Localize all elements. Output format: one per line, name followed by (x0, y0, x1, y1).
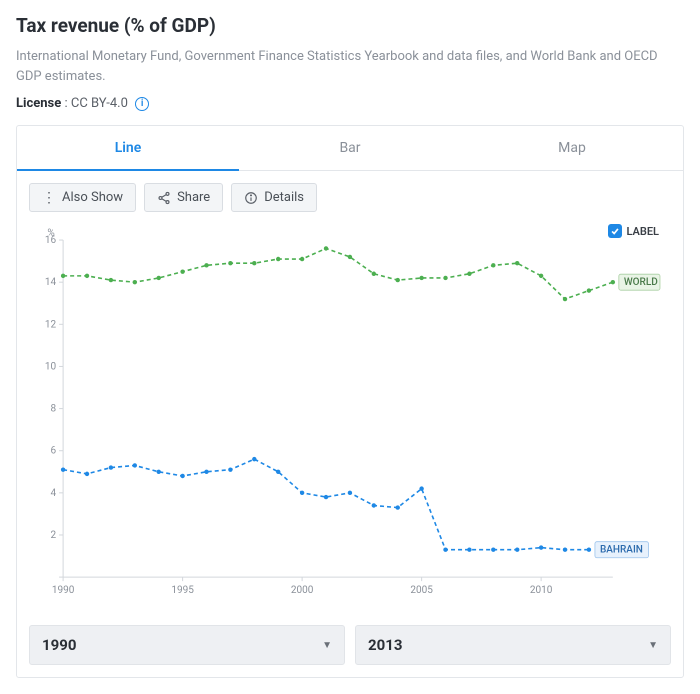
chevron-down-icon: ▼ (322, 640, 332, 651)
line-chart: 246810121416%19901995200020052010WORLDBA… (29, 222, 671, 603)
page-title: Tax revenue (% of GDP) (16, 14, 684, 37)
svg-text:1990: 1990 (52, 585, 75, 596)
label-toggle[interactable]: LABEL (608, 224, 659, 238)
page-subtitle: International Monetary Fund, Government … (16, 47, 684, 86)
info-outline-icon (244, 191, 258, 205)
svg-text:2: 2 (50, 530, 56, 541)
svg-text:4: 4 (50, 488, 56, 499)
details-button[interactable]: Details (231, 183, 317, 212)
license-label: License (16, 96, 61, 111)
svg-text:WORLD: WORLD (624, 277, 658, 288)
svg-text:BAHRAIN: BAHRAIN (600, 545, 643, 556)
svg-text:12: 12 (45, 319, 57, 330)
svg-text:%: % (47, 228, 54, 239)
also-show-button[interactable]: ⋮ Also Show (29, 183, 136, 212)
svg-text:2005: 2005 (410, 585, 433, 596)
label-toggle-text: LABEL (626, 225, 659, 238)
chart-toolbar: ⋮ Also Show Share Details (17, 171, 683, 218)
chart-card: Line Bar Map ⋮ Also Show Share Details (16, 125, 684, 678)
tab-map[interactable]: Map (461, 126, 683, 170)
license-value: : CC BY-4.0 (65, 96, 128, 111)
svg-text:10: 10 (45, 361, 57, 372)
start-year-label: 1990 (42, 636, 76, 654)
start-year-select[interactable]: 1990 ▼ (29, 625, 345, 665)
svg-text:8: 8 (50, 404, 56, 415)
dots-icon: ⋮ (42, 191, 56, 205)
license-row: License : CC BY-4.0 i (16, 96, 684, 111)
chevron-down-icon: ▼ (648, 640, 658, 651)
tab-line[interactable]: Line (17, 126, 239, 170)
svg-text:6: 6 (50, 446, 56, 457)
share-icon (157, 191, 171, 205)
svg-text:2010: 2010 (530, 585, 553, 596)
share-button[interactable]: Share (144, 183, 223, 212)
chart-area: LABEL 246810121416%19901995200020052010W… (17, 218, 683, 613)
chart-tabs: Line Bar Map (17, 126, 683, 171)
svg-text:14: 14 (45, 277, 57, 288)
svg-text:2000: 2000 (291, 585, 314, 596)
svg-text:1995: 1995 (171, 585, 194, 596)
tab-bar[interactable]: Bar (239, 126, 461, 170)
info-icon[interactable]: i (135, 97, 149, 111)
year-selectors: 1990 ▼ 2013 ▼ (17, 613, 683, 677)
end-year-label: 2013 (368, 636, 402, 654)
checkbox-icon (608, 224, 622, 238)
end-year-select[interactable]: 2013 ▼ (355, 625, 671, 665)
